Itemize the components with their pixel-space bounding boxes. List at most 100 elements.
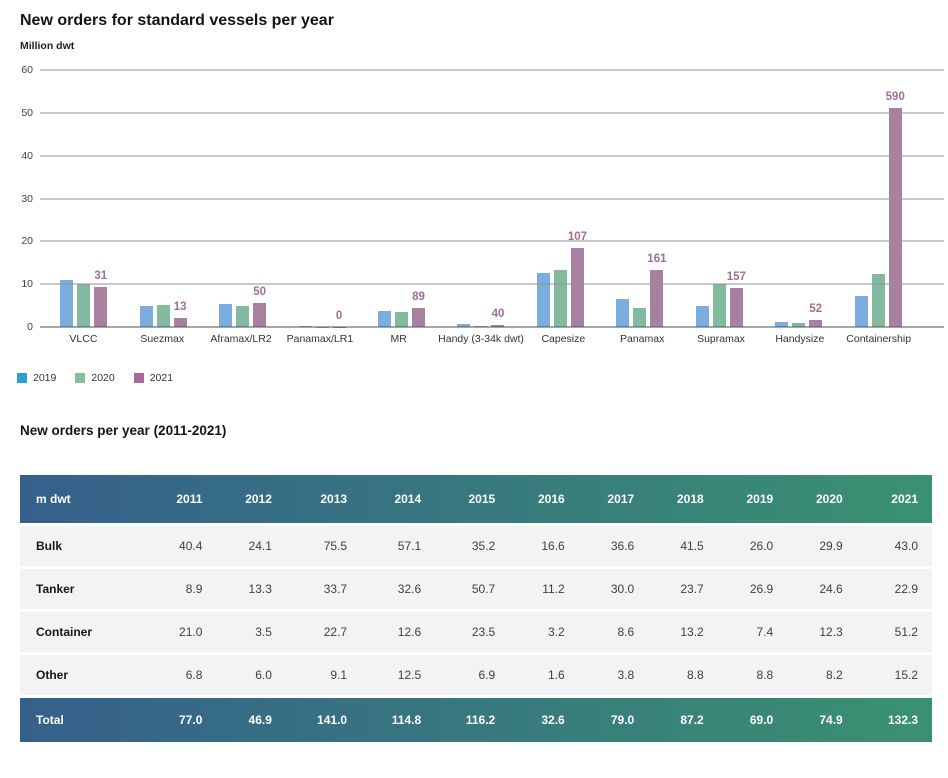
cell-value: 57.1 xyxy=(361,526,436,566)
total-value: 116.2 xyxy=(465,713,496,727)
bar-group: 157 xyxy=(680,70,759,327)
total-value: 69.0 xyxy=(749,713,774,727)
row-label: Container xyxy=(20,612,148,652)
bar-group: 50 xyxy=(203,70,282,327)
chart-title: New orders for standard vessels per year xyxy=(20,12,334,29)
cell-value: 26.0 xyxy=(717,526,788,566)
bar-2021 xyxy=(729,288,743,327)
category-label: Capesize xyxy=(541,333,586,345)
cell-value: 8.2 xyxy=(787,655,857,695)
cell-value: 6.9 xyxy=(435,655,510,695)
column-header: 2012 xyxy=(245,492,272,506)
column-header: 2013 xyxy=(320,492,348,506)
cell-value: 13.2 xyxy=(648,612,718,652)
bar-2020 xyxy=(236,306,250,327)
bar-2021 xyxy=(888,107,902,327)
legend-swatch-icon xyxy=(75,373,86,383)
column-header: 2021 xyxy=(891,492,918,506)
bar-2020 xyxy=(792,322,806,327)
legend-label: 2021 xyxy=(149,372,174,384)
cell-value: 21.0 xyxy=(148,612,217,652)
bar-2020 xyxy=(553,270,567,327)
bar-2019 xyxy=(139,306,153,327)
column-header: 2015 xyxy=(468,492,496,506)
bar-group: 31 xyxy=(44,70,123,327)
y-axis-tick: 40 xyxy=(21,149,33,162)
cell-value: 24.1 xyxy=(216,526,286,566)
cell-value: 22.9 xyxy=(856,569,932,609)
bar-2021 xyxy=(253,302,267,327)
category-label: Suezmax xyxy=(140,333,185,345)
cell-value: 8.8 xyxy=(717,655,788,695)
bar-2020 xyxy=(77,284,91,327)
table-row: Tanker 8.9 13.3 33.7 32.6 50.7 11.2 30.0 23.7 26.… xyxy=(20,569,932,609)
legend-swatch-icon xyxy=(133,373,144,383)
cell-value: 1.6 xyxy=(509,655,579,695)
bar-2020 xyxy=(474,325,488,327)
table-total-row: Total 77.0 46.9 141.0 114.8 116.2 32.6 79.0 87.2… xyxy=(20,698,932,742)
bar-2020 xyxy=(871,274,885,327)
bar-2020 xyxy=(712,284,726,327)
bar-value-label: 31 xyxy=(94,270,108,283)
cell-value: 7.4 xyxy=(717,612,788,652)
gridline xyxy=(40,198,944,199)
bar-group: 107 xyxy=(521,70,600,327)
bar-value-label: 0 xyxy=(335,309,343,322)
bar-value-label: 161 xyxy=(647,253,667,266)
row-label: Bulk xyxy=(20,526,148,566)
cell-value: 3.5 xyxy=(216,612,286,652)
column-header: 2014 xyxy=(394,492,422,506)
column-header: 2019 xyxy=(746,492,774,506)
cell-value: 40.4 xyxy=(148,526,217,566)
category-label: Aframax/LR2 xyxy=(210,333,272,345)
category-label: Panamax xyxy=(620,333,665,345)
total-value: 46.9 xyxy=(248,713,272,727)
gridline xyxy=(40,112,944,114)
y-axis-tick: 0 xyxy=(27,321,33,333)
bar-2019 xyxy=(616,299,630,327)
bar-2020 xyxy=(156,304,170,327)
gridline xyxy=(40,283,944,285)
total-value: 32.6 xyxy=(541,713,565,727)
bar-2019 xyxy=(378,311,392,327)
bar-value-label: 52 xyxy=(809,302,823,315)
bar-2019 xyxy=(457,323,471,327)
legend-item-2019: 2019 xyxy=(17,372,56,384)
plot-area: 31 13 50 0 89 40 107 161 157 52 590 xyxy=(44,70,918,327)
cell-value: 35.2 xyxy=(435,526,510,566)
legend-label: 2019 xyxy=(33,372,57,384)
total-value: 74.9 xyxy=(819,713,843,727)
cell-value: 41.5 xyxy=(648,526,718,566)
column-header: 2020 xyxy=(816,492,843,506)
total-value: 77.0 xyxy=(179,713,203,727)
column-header: 2017 xyxy=(607,492,635,506)
category-label: Supramax xyxy=(697,333,745,345)
y-axis-tick: 20 xyxy=(21,235,33,248)
cell-value: 6.8 xyxy=(148,655,217,695)
bar-2019 xyxy=(536,273,550,327)
total-value: 87.2 xyxy=(680,713,704,727)
table-title: New orders per year (2011-2021) xyxy=(20,423,227,438)
bar-2021 xyxy=(412,308,426,327)
row-label: Tanker xyxy=(20,569,148,609)
category-label: VLCC xyxy=(69,333,98,345)
cell-value: 33.7 xyxy=(285,569,362,609)
category-label: MR xyxy=(390,333,407,345)
total-value: 141.0 xyxy=(317,713,348,727)
cell-value: 16.6 xyxy=(509,526,579,566)
bar-value-label: 40 xyxy=(491,308,505,321)
column-header: 2018 xyxy=(677,492,704,506)
bar-value-label: 590 xyxy=(885,90,905,103)
cell-value: 13.3 xyxy=(216,569,286,609)
legend-item-2020: 2020 xyxy=(75,372,115,384)
cell-value: 8.8 xyxy=(648,655,718,695)
cell-value: 29.9 xyxy=(787,526,857,566)
table-row: Bulk 40.4 24.1 75.5 57.1 35.2 16.6 36.6 41.5 26.0… xyxy=(20,526,932,566)
bar-group: 590 xyxy=(839,70,918,327)
cell-value: 30.0 xyxy=(578,569,649,609)
cell-value: 6.0 xyxy=(216,655,286,695)
cell-value: 75.5 xyxy=(285,526,362,566)
bar-2020 xyxy=(395,312,409,327)
y-axis-unit-label: Million dwt xyxy=(20,40,75,52)
